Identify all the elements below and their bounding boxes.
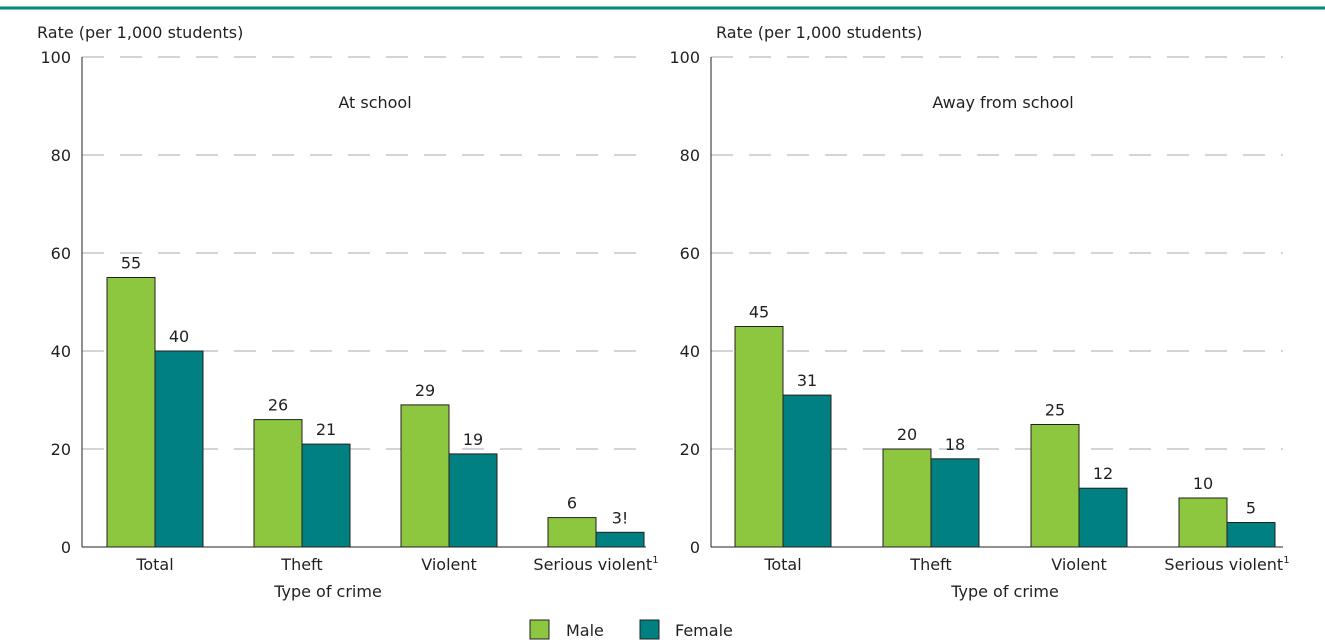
y-tick-label: 0 [690, 538, 700, 557]
bar-male [400, 404, 450, 548]
y-tick-label: 80 [680, 146, 700, 165]
data-label-male: 55 [121, 254, 141, 273]
y-tick-label: 60 [680, 244, 700, 263]
bar-male [734, 326, 784, 548]
data-label-female: 21 [316, 420, 336, 439]
data-label-female: 31 [797, 371, 817, 390]
bar-male [1030, 424, 1080, 548]
x-tick-label: Total [135, 555, 173, 574]
legend: Male Female [529, 619, 733, 640]
chart-panel-at-school: Rate (per 1,000 students) At school Type… [37, 23, 659, 601]
legend-label-female: Female [675, 621, 733, 640]
x-tick-label: Total [763, 555, 801, 574]
data-label-male: 6 [567, 494, 577, 513]
x-tick-label: Serious violent1 [1164, 555, 1289, 574]
legend-label-male: Male [566, 621, 604, 640]
y-tick-label: 100 [669, 48, 700, 67]
bar-male [253, 419, 303, 548]
x-axis-label: Type of crime [950, 582, 1059, 601]
x-tick-label: Violent [1051, 555, 1107, 574]
y-tick-label: 60 [51, 244, 71, 263]
chart-panel-away-from-school: Rate (per 1,000 students) Away from scho… [669, 23, 1289, 601]
data-label-male: 20 [897, 425, 917, 444]
data-label-male: 10 [1193, 474, 1213, 493]
data-label-female: 19 [463, 430, 483, 449]
bar-female [595, 531, 645, 548]
y-axis-label: Rate (per 1,000 students) [716, 23, 922, 42]
bar-female [1078, 487, 1128, 548]
data-label-female: 5 [1246, 499, 1256, 518]
bar-female [301, 443, 351, 548]
legend-swatch-female [639, 619, 660, 640]
x-tick-label: Violent [421, 555, 477, 574]
panel-title: At school [338, 93, 411, 112]
y-tick-label: 20 [680, 440, 700, 459]
panel-title: Away from school [932, 93, 1073, 112]
y-tick-label: 80 [51, 146, 71, 165]
data-label-male: 25 [1045, 401, 1065, 420]
data-label-female: 3! [612, 508, 629, 527]
data-label-male: 45 [749, 303, 769, 322]
x-tick-label: Theft [280, 555, 322, 574]
y-tick-label: 40 [51, 342, 71, 361]
bar-female [930, 458, 980, 548]
bar-female [782, 394, 832, 548]
y-tick-label: 100 [40, 48, 71, 67]
x-tick-label: Serious violent1 [533, 555, 658, 574]
bar-female [1226, 522, 1276, 548]
plot-area: 0 20 40 60 80 100 45 31 Total 20 18 Theft 25 12 Violen… [669, 48, 1289, 574]
bar-male [106, 277, 156, 548]
y-tick-label: 20 [51, 440, 71, 459]
x-axis-label: Type of crime [273, 582, 382, 601]
bar-female [154, 350, 204, 548]
bar-male [882, 448, 932, 548]
data-label-female: 18 [945, 435, 965, 454]
bar-female [448, 453, 498, 548]
bar-male [547, 517, 597, 548]
data-label-female: 12 [1093, 464, 1113, 483]
bar-male [1178, 497, 1228, 548]
data-label-male: 29 [415, 381, 435, 400]
legend-swatch-male [529, 619, 550, 640]
data-label-male: 26 [268, 396, 288, 415]
y-tick-label: 40 [680, 342, 700, 361]
plot-area: 0 20 40 60 80 100 55 40 Total 26 21 Theft 29 19 Violen… [40, 48, 658, 574]
x-tick-label: Theft [909, 555, 951, 574]
data-label-female: 40 [169, 327, 189, 346]
y-tick-label: 0 [61, 538, 71, 557]
y-axis-label: Rate (per 1,000 students) [37, 23, 243, 42]
